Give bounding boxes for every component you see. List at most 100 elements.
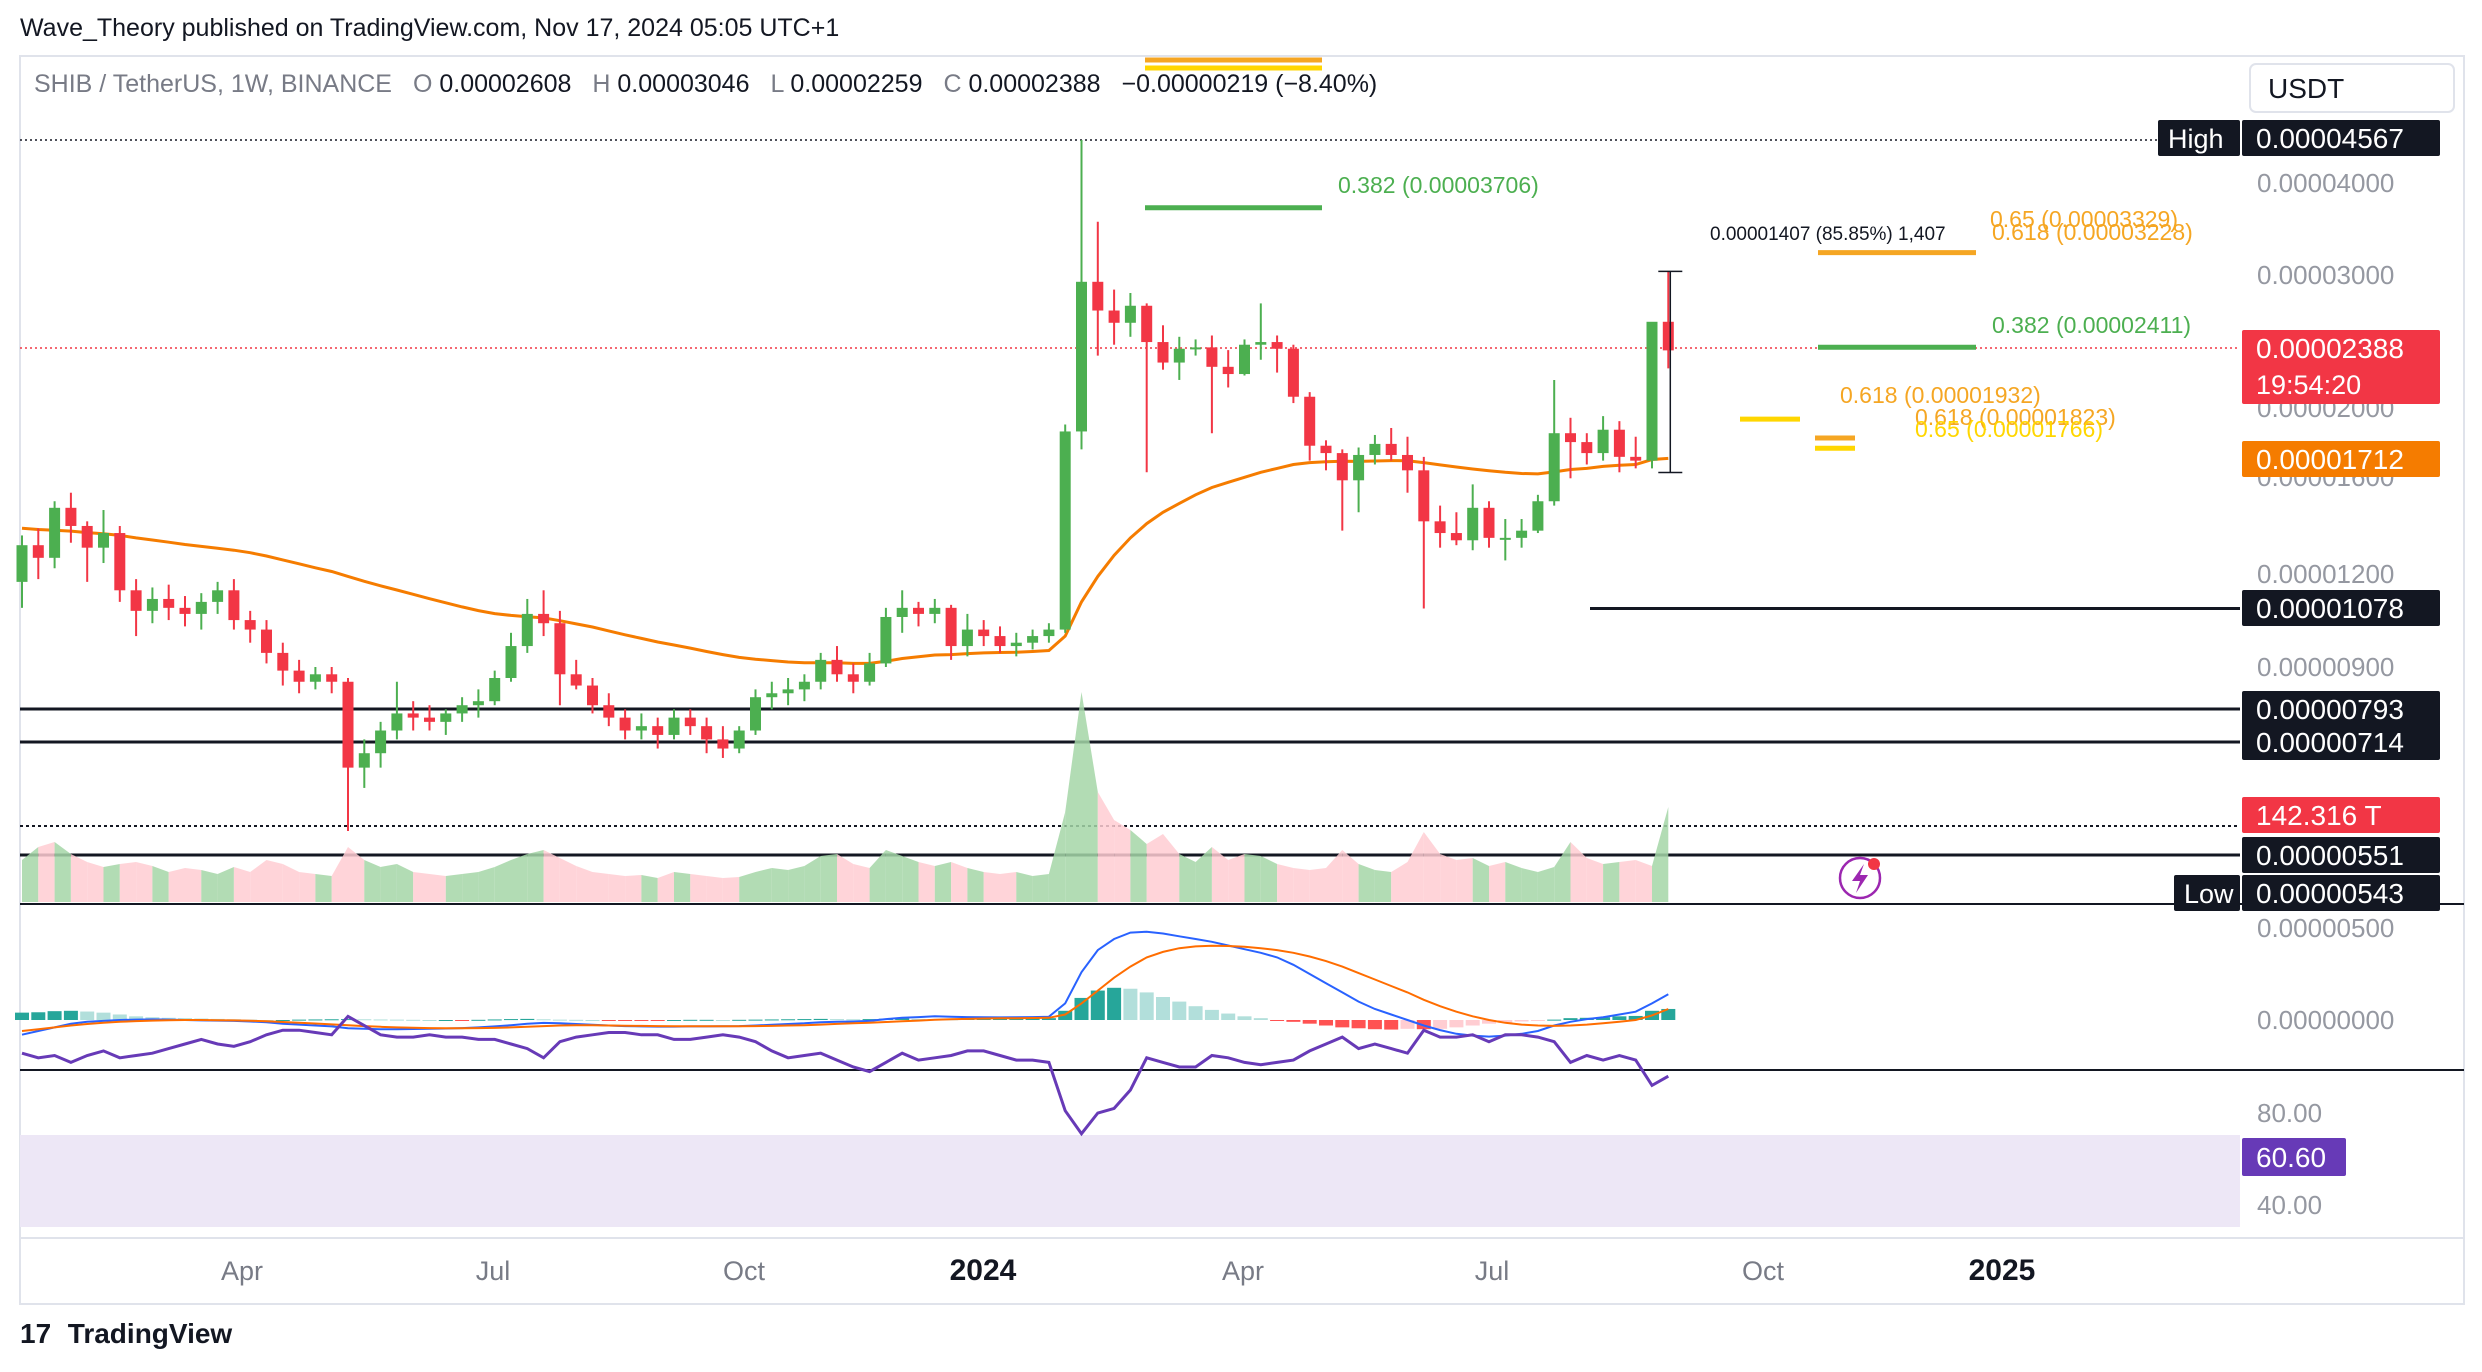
volume-area-segment: [1195, 847, 1212, 902]
candle-body: [1076, 281, 1087, 432]
candle-body: [1548, 433, 1560, 502]
macd-histogram-bar: [1221, 1013, 1236, 1020]
candle-body: [375, 730, 387, 754]
candle-body: [1173, 348, 1185, 363]
volume-area-segment: [478, 867, 495, 902]
change-value: −0.00000219 (−8.40%): [1122, 70, 1378, 98]
volume-area-segment: [1521, 868, 1538, 902]
volume-area-segment: [706, 876, 723, 902]
time-axis-label: Apr: [1222, 1256, 1264, 1286]
volume-area-segment: [136, 862, 153, 902]
time-axis-label: Jul: [476, 1256, 511, 1286]
price-tag-box: [2242, 797, 2440, 833]
price-tag: 0.00001078: [2242, 590, 2440, 626]
candle-body: [815, 659, 827, 682]
volume-area-segment: [87, 862, 104, 902]
candle-body: [521, 613, 533, 647]
macd-line: [21, 930, 1669, 1038]
macd-histogram-bar: [1530, 1020, 1545, 1021]
candle-body: [652, 726, 664, 735]
price-tag-box: [2242, 330, 2440, 404]
candle-body: [424, 717, 435, 722]
candle-body: [1483, 507, 1495, 538]
price-tag-value: 0.00000543: [2256, 878, 2404, 909]
macd-histogram-bar: [1319, 1020, 1333, 1026]
macd-histogram-bar: [1172, 1001, 1187, 1020]
candle-body: [1059, 431, 1071, 630]
candle-body: [16, 545, 28, 582]
macd-histogram-bar: [1433, 1020, 1448, 1029]
candle-body: [945, 607, 957, 647]
candle-body: [1190, 347, 1202, 350]
volume-area-segment: [348, 847, 365, 902]
rsi-value-tag: 60.60: [2242, 1138, 2346, 1176]
volume-area-segment: [1146, 834, 1163, 902]
volume-area-segment: [543, 850, 560, 902]
volume-area-segment: [820, 854, 837, 902]
price-tag-value: 0.00004567: [2256, 123, 2404, 154]
volume-area-segment: [1358, 864, 1375, 902]
macd-histogram-bar: [357, 1019, 372, 1021]
volume-area-segment: [1374, 870, 1392, 902]
tradingview-logo[interactable]: 17 TradingView: [20, 1318, 232, 1350]
volume-area-segment: [70, 854, 88, 902]
fib-annotation: 0.382 (0.00002411): [1992, 312, 2191, 338]
macd-histogram-bar: [438, 1020, 453, 1021]
candle-body: [1255, 342, 1267, 345]
macd-histogram-bar: [1596, 1017, 1611, 1020]
volume-area-segment: [869, 850, 886, 902]
volume-area-segment: [788, 866, 805, 902]
macd-histogram-bar: [895, 1018, 910, 1020]
macd-histogram-bar: [569, 1019, 584, 1021]
price-tag: 0.00000551: [2242, 837, 2440, 873]
candle-body: [130, 590, 142, 611]
candle-body: [244, 620, 256, 630]
rsi-band: [20, 1135, 2240, 1227]
candles: [16, 139, 1674, 831]
candle-body: [358, 753, 370, 768]
candle-body: [407, 713, 419, 718]
macd-histogram-bar: [471, 1019, 486, 1021]
time-axis-label: Oct: [1742, 1256, 1785, 1286]
price-tag-value: 0.00000551: [2256, 840, 2404, 871]
macd-histogram-bar: [389, 1019, 404, 1021]
candle-body: [570, 674, 582, 686]
candle-body: [1271, 342, 1283, 349]
macd-histogram-bar: [487, 1019, 502, 1021]
volume-area-segment: [527, 850, 544, 902]
volume-area-segment: [1211, 847, 1229, 902]
macd-histogram-bar: [308, 1019, 323, 1021]
candle-body: [717, 739, 729, 749]
volume-area-segment: [576, 866, 593, 902]
candle-body: [163, 598, 175, 608]
candle-body: [1434, 521, 1446, 534]
price-tag: 0.00004567 High: [2158, 120, 2440, 156]
candle-body: [1108, 310, 1120, 323]
volume-area-segment: [1554, 842, 1571, 902]
rsi-axis: 80.00 40.00 60.60: [2242, 1098, 2346, 1220]
bolt-icon[interactable]: [1838, 856, 1882, 900]
macd-histogram-bar: [47, 1011, 62, 1020]
price-tag-box: [2242, 875, 2440, 911]
volume-area-segment: [885, 850, 903, 902]
volume-area-segment: [1652, 807, 1669, 902]
macd-histogram-bar: [1074, 997, 1089, 1020]
measure-tool: [1658, 270, 1683, 474]
macd-histogram-bar: [455, 1020, 470, 1021]
volume-area-segment: [1635, 860, 1652, 902]
macd-histogram-bar: [1612, 1016, 1627, 1020]
macd-histogram-bar: [764, 1019, 779, 1021]
volume-area-segment: [445, 874, 463, 902]
candle-body: [1222, 366, 1234, 375]
macd-histogram-bar: [846, 1019, 861, 1021]
volume-area-segment: [1228, 854, 1245, 902]
candle-body: [505, 646, 517, 679]
volume-area-segment: [902, 856, 919, 902]
candle-body: [847, 674, 859, 682]
high-value: 0.00003046: [617, 70, 749, 98]
macd-tick-label: 0.00000000: [2257, 1005, 2394, 1035]
price-tick-label: 0.00004000: [2257, 168, 2394, 198]
currency-selector[interactable]: USDT: [2249, 63, 2455, 113]
macd-histogram-bar: [1090, 990, 1105, 1020]
